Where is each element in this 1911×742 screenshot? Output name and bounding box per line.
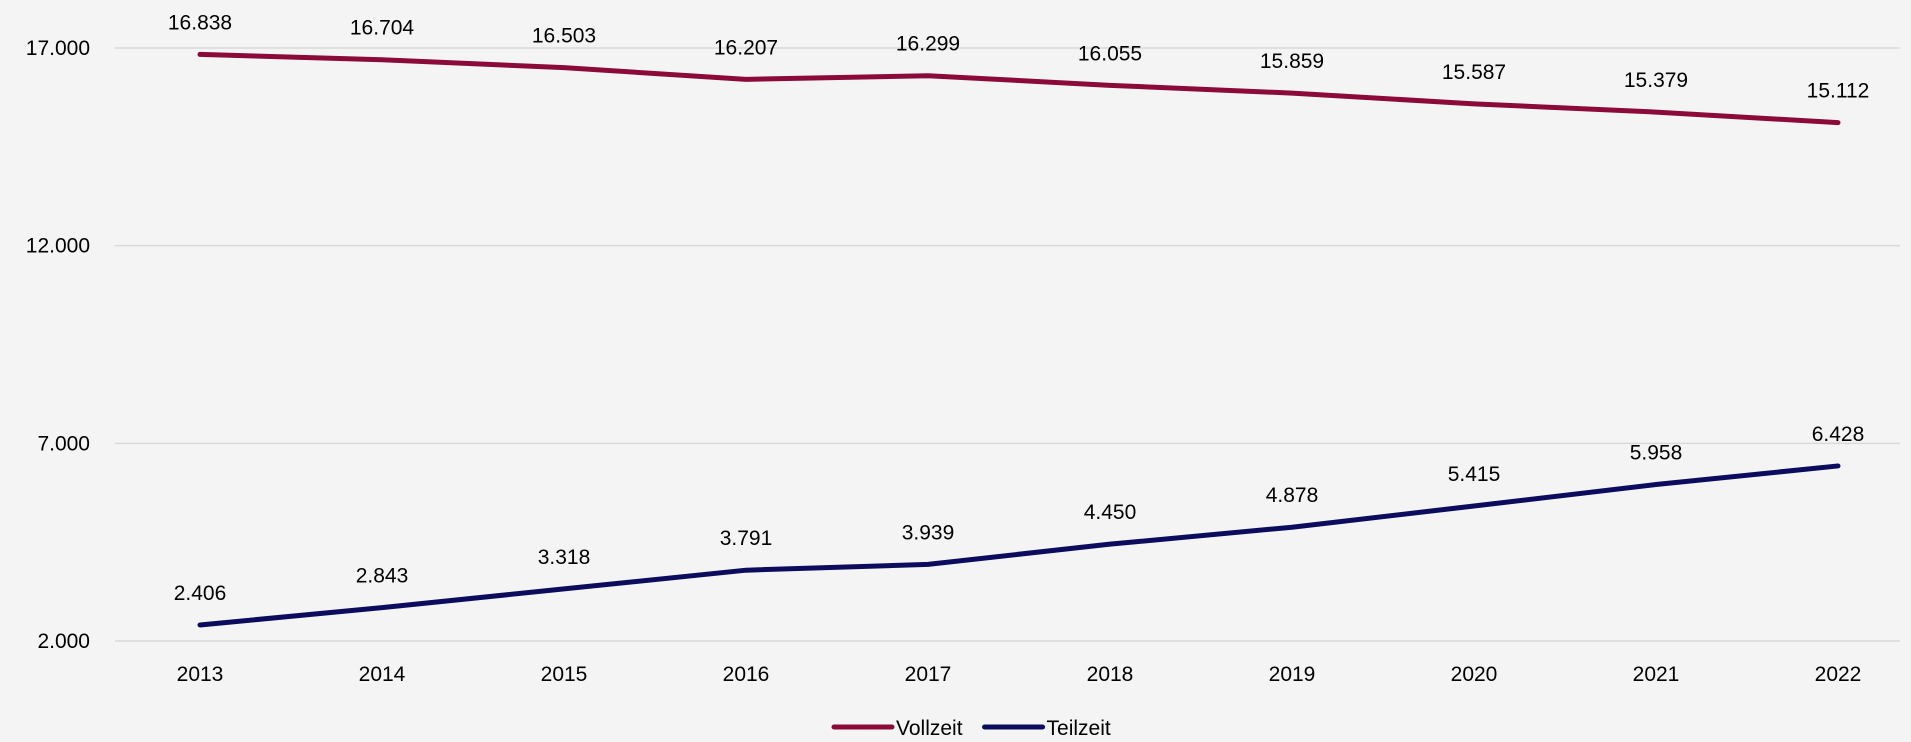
x-tick-label: 2021 xyxy=(1633,663,1680,686)
x-tick-label: 2014 xyxy=(359,663,406,686)
y-axis-ticks: 2.000 7.000 12.000 17.000 xyxy=(26,37,90,653)
legend-label-teilzeit: Teilzeit xyxy=(1047,717,1111,737)
data-label: 16.055 xyxy=(1078,42,1142,65)
data-label: 3.791 xyxy=(720,527,773,550)
x-tick-label: 2013 xyxy=(177,663,224,686)
series-line-vollzeit xyxy=(197,51,1841,126)
x-tick-label: 2017 xyxy=(905,663,952,686)
data-label: 2.843 xyxy=(356,565,409,588)
data-label: 2.406 xyxy=(174,582,227,605)
legend: Vollzeit Teilzeit xyxy=(831,717,1111,740)
grid-layer xyxy=(115,47,1900,642)
series-layer xyxy=(197,51,1841,628)
x-tick-label: 2016 xyxy=(723,663,770,686)
data-label: 5.958 xyxy=(1630,442,1683,465)
y-tick-label: 2.000 xyxy=(37,630,90,653)
x-tick-label: 2018 xyxy=(1087,663,1134,686)
data-labels: 16.838 16.704 16.503 16.207 16.299 16.055 15.8… xyxy=(168,11,1869,605)
x-tick-label: 2020 xyxy=(1451,663,1498,686)
data-label: 16.838 xyxy=(168,11,232,34)
data-label: 16.704 xyxy=(350,17,415,40)
data-label: 6.428 xyxy=(1812,423,1865,446)
series-line-teilzeit xyxy=(197,463,1841,628)
data-label: 5.415 xyxy=(1448,463,1501,486)
data-label: 15.587 xyxy=(1442,61,1506,84)
legend-label-vollzeit: Vollzeit xyxy=(896,717,963,737)
y-tick-label: 12.000 xyxy=(26,235,90,258)
x-tick-label: 2019 xyxy=(1269,663,1316,686)
x-axis-ticks: 2013 2014 2015 2016 2017 2018 2019 2020 2021 2022 xyxy=(177,663,1862,686)
data-label: 16.299 xyxy=(896,33,960,56)
data-label: 3.939 xyxy=(902,521,955,544)
data-label: 3.318 xyxy=(538,546,591,569)
y-tick-label: 17.000 xyxy=(26,37,90,60)
y-tick-label: 7.000 xyxy=(37,432,90,455)
x-tick-label: 2022 xyxy=(1815,663,1862,686)
data-label: 16.503 xyxy=(532,25,596,48)
x-tick-label: 2015 xyxy=(541,663,588,686)
data-label: 16.207 xyxy=(714,36,778,59)
data-label: 15.112 xyxy=(1807,80,1870,103)
data-label: 15.379 xyxy=(1624,69,1688,92)
data-label: 15.859 xyxy=(1260,50,1324,73)
data-label: 4.450 xyxy=(1084,501,1137,524)
data-label: 4.878 xyxy=(1266,484,1319,507)
